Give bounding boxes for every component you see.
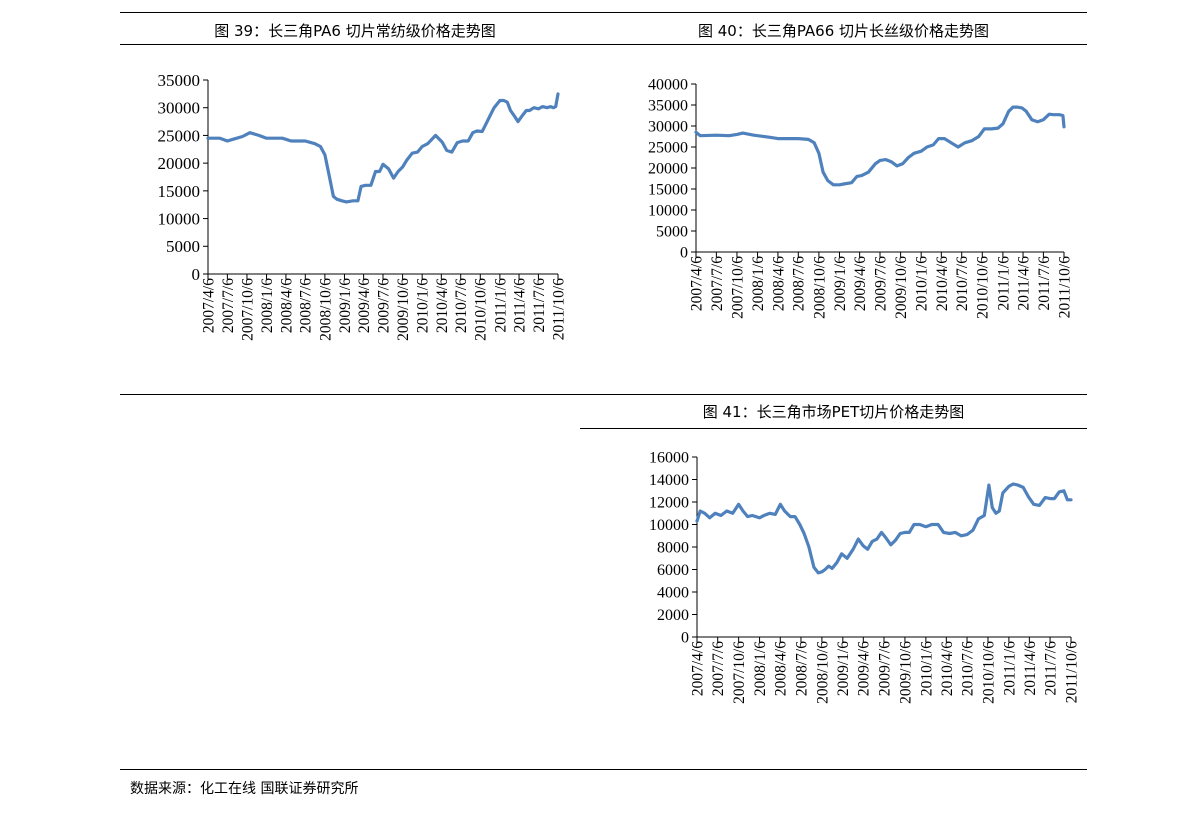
price-series-line [695,482,1073,575]
y-tick-label: 20000 [158,154,201,173]
x-tick-label: 2010/7/6 [954,256,971,311]
x-tick-label: 2009/10/6 [893,256,910,319]
price-series-line [206,92,560,204]
x-tick-label: 2007/10/6 [731,641,748,704]
y-tick-label: 15000 [648,182,688,199]
x-tick-label: 2008/7/6 [793,641,810,696]
x-tick-label: 2010/1/6 [415,278,432,333]
x-tick-label: 2011/1/6 [492,278,509,333]
y-tick-label: 25000 [158,126,201,145]
x-tick-label: 2008/1/6 [750,256,767,311]
y-tick-label: 0 [681,630,689,647]
y-tick-label: 40000 [648,77,688,94]
x-tick-label: 2008/4/6 [773,641,790,696]
y-tick-label: 15000 [158,182,201,201]
x-tick-label: 2011/1/6 [1001,641,1018,696]
x-tick-label: 2009/7/6 [876,641,893,696]
x-tick-label: 2007/10/6 [239,278,256,341]
y-tick-label: 12000 [649,495,689,512]
x-tick-label: 2009/4/6 [852,256,869,311]
y-tick-label: 4000 [657,585,689,602]
x-tick-label: 2011/7/6 [531,278,548,333]
y-tick-label: 30000 [648,119,688,136]
x-tick-label: 2007/4/6 [200,278,217,333]
y-tick-label: 10000 [158,210,201,229]
top-rule [120,12,1087,13]
y-tick-label: 5000 [166,237,200,256]
x-tick-label: 2011/1/6 [995,256,1012,311]
x-tick-label: 2007/7/6 [220,278,237,333]
y-tick-label: 6000 [657,562,689,579]
x-tick-label: 2010/4/6 [939,641,956,696]
x-tick-label: 2009/4/6 [356,278,373,333]
x-tick-label: 2010/1/6 [918,641,935,696]
source-note: 数据来源：化工在线 国联证券研究所 [130,781,359,797]
bottom-rule [120,769,1087,770]
x-tick-label: 2007/7/6 [709,256,726,311]
x-tick-label: 2008/1/6 [752,641,769,696]
y-tick-label: 25000 [648,140,688,157]
x-tick-label: 2008/4/6 [278,278,295,333]
x-tick-label: 2011/4/6 [511,278,528,333]
x-tick-label: 2008/10/6 [814,641,831,704]
x-tick-label: 2010/4/6 [934,256,951,311]
price-series-line [694,105,1066,187]
x-tick-label: 2011/7/6 [1042,641,1059,696]
y-tick-label: 8000 [657,540,689,557]
y-tick-label: 0 [192,265,201,284]
x-tick-label: 2011/10/6 [550,278,567,341]
pa66-price-chart: 0 5000 10000 15000 20000 25000 30000 35000 40000… [648,77,1073,319]
x-tick-label: 2010/7/6 [959,641,976,696]
x-tick-label: 2010/10/6 [473,278,490,341]
y-tick-label: 16000 [649,450,689,467]
x-tick-label: 2008/1/6 [259,278,276,333]
chart-41-title: 图 41：长三角市场PET切片价格走势图 [702,403,965,421]
x-tick-label: 2008/4/6 [770,256,787,311]
x-tick-label: 2010/10/6 [980,641,997,704]
x-tick-label: 2010/10/6 [975,256,992,319]
x-tick-label: 2011/10/6 [1056,256,1073,319]
pet-price-chart: 0 2000 4000 6000 8000 10000 12000 14000 16000 200… [649,450,1080,704]
y-tick-label: 10000 [648,203,688,220]
x-tick-label: 2010/4/6 [434,278,451,333]
x-tick-label: 2009/7/6 [375,278,392,333]
y-tick-label: 20000 [648,161,688,178]
x-tick-label: 2010/7/6 [453,278,470,333]
x-tick-label: 2011/7/6 [1036,256,1053,311]
y-tick-label: 30000 [158,99,201,118]
chart-40-title: 图 40：长三角PA66 切片长丝级价格走势图 [697,22,990,40]
y-tick-label: 0 [680,245,688,262]
chart-41-title-rule [580,428,1087,429]
x-tick-label: 2008/7/6 [791,256,808,311]
x-tick-label: 2009/1/6 [835,641,852,696]
x-tick-label: 2007/4/6 [688,256,705,311]
x-tick-label: 2011/4/6 [1022,641,1039,696]
pa6-price-chart: 0 5000 10000 15000 20000 25000 30000 35000 2007/… [158,71,568,341]
x-tick-label: 2007/10/6 [729,256,746,319]
x-tick-label: 2009/1/6 [337,278,354,333]
y-tick-label: 35000 [648,98,688,115]
chart-39-title: 图 39：长三角PA6 切片常纺级价格走势图 [214,22,496,40]
x-tick-label: 2008/10/6 [317,278,334,341]
x-tick-label: 2007/4/6 [689,641,706,696]
y-tick-label: 10000 [649,517,689,534]
middle-rule [120,394,1087,395]
x-tick-label: 2011/4/6 [1015,256,1032,311]
y-tick-label: 5000 [656,224,688,241]
x-tick-label: 2008/7/6 [298,278,315,333]
x-tick-label: 2010/1/6 [914,256,931,311]
x-tick-label: 2009/10/6 [897,641,914,704]
x-tick-label: 2009/7/6 [872,256,889,311]
x-tick-label: 2009/4/6 [856,641,873,696]
x-tick-label: 2008/10/6 [811,256,828,319]
x-tick-label: 2009/1/6 [832,256,849,311]
title-rule [120,44,1087,45]
x-tick-label: 2009/10/6 [395,278,412,341]
y-tick-label: 35000 [158,71,201,90]
y-tick-label: 2000 [657,607,689,624]
x-tick-label: 2007/7/6 [710,641,727,696]
y-tick-label: 14000 [649,472,689,489]
x-tick-label: 2011/10/6 [1063,641,1080,704]
